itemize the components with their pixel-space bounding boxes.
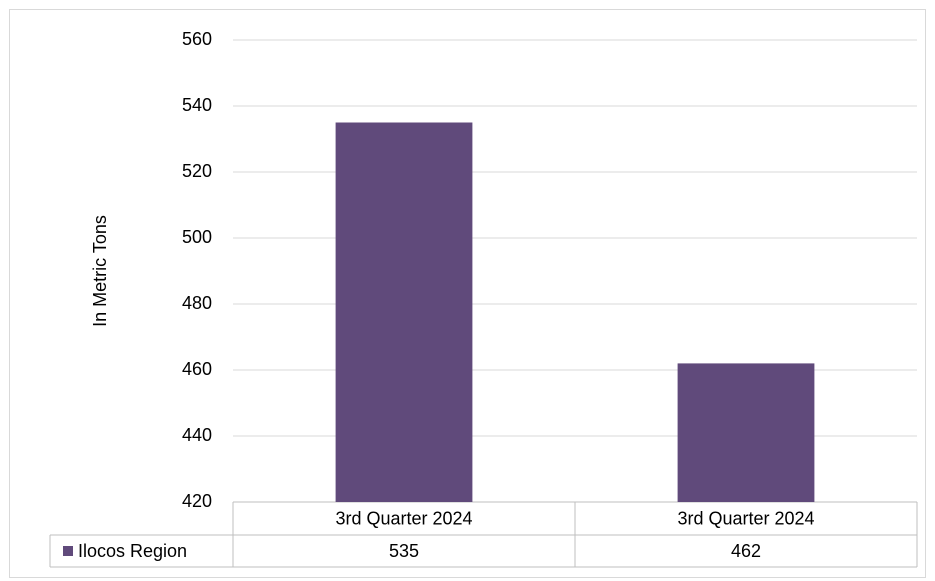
x-tick-label: 3rd Quarter 2024	[335, 508, 472, 528]
legend-label: Ilocos Region	[78, 541, 187, 561]
y-axis-label: In Metric Tons	[90, 215, 110, 327]
y-tick-label: 560	[182, 29, 212, 49]
y-tick-label: 440	[182, 425, 212, 445]
y-tick-label: 540	[182, 95, 212, 115]
y-tick-label: 460	[182, 359, 212, 379]
table-value: 535	[389, 541, 419, 561]
y-tick-label: 500	[182, 227, 212, 247]
x-tick-label: 3rd Quarter 2024	[677, 508, 814, 528]
table-value: 462	[731, 541, 761, 561]
bar	[677, 363, 815, 502]
y-tick-label: 520	[182, 161, 212, 181]
legend-swatch	[63, 546, 73, 556]
y-tick-label: 480	[182, 293, 212, 313]
y-tick-label: 420	[182, 491, 212, 511]
bar	[335, 122, 473, 502]
